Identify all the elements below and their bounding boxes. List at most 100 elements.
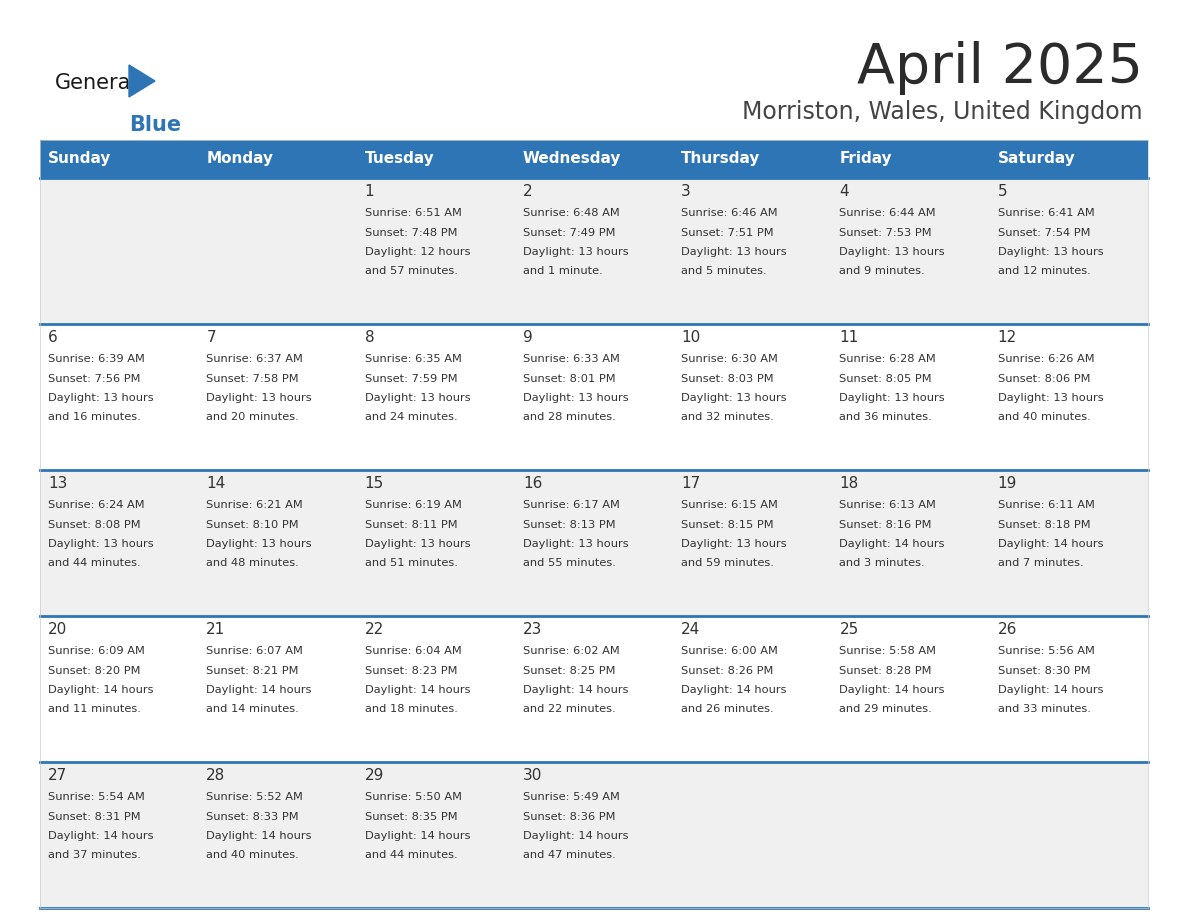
Text: and 1 minute.: and 1 minute. — [523, 266, 602, 276]
Text: Sunset: 7:51 PM: Sunset: 7:51 PM — [681, 228, 773, 238]
Text: Daylight: 14 hours: Daylight: 14 hours — [681, 685, 786, 695]
Text: 23: 23 — [523, 622, 542, 637]
Text: April 2025: April 2025 — [857, 41, 1143, 95]
Text: 9: 9 — [523, 330, 532, 345]
Text: Sunset: 8:33 PM: Sunset: 8:33 PM — [207, 812, 299, 822]
Text: Sunset: 8:25 PM: Sunset: 8:25 PM — [523, 666, 615, 676]
Text: Sunrise: 5:52 AM: Sunrise: 5:52 AM — [207, 792, 303, 802]
Text: Sunrise: 5:58 AM: Sunrise: 5:58 AM — [840, 646, 936, 656]
Text: Thursday: Thursday — [681, 151, 760, 166]
Text: General: General — [55, 73, 138, 93]
Text: 5: 5 — [998, 185, 1007, 199]
Text: Sunrise: 6:24 AM: Sunrise: 6:24 AM — [48, 500, 145, 510]
Text: Sunset: 8:28 PM: Sunset: 8:28 PM — [840, 666, 931, 676]
Text: Sunset: 8:06 PM: Sunset: 8:06 PM — [998, 374, 1091, 384]
Text: Daylight: 14 hours: Daylight: 14 hours — [840, 539, 944, 549]
Bar — [40, 178, 1148, 324]
Text: 26: 26 — [998, 622, 1017, 637]
Text: Sunrise: 6:00 AM: Sunrise: 6:00 AM — [681, 646, 778, 656]
Text: Morriston, Wales, United Kingdom: Morriston, Wales, United Kingdom — [742, 100, 1143, 124]
Text: and 24 minutes.: and 24 minutes. — [365, 412, 457, 422]
Text: and 57 minutes.: and 57 minutes. — [365, 266, 457, 276]
Text: Daylight: 14 hours: Daylight: 14 hours — [998, 685, 1104, 695]
Text: and 3 minutes.: and 3 minutes. — [840, 558, 925, 568]
Text: Sunrise: 6:04 AM: Sunrise: 6:04 AM — [365, 646, 461, 656]
Text: Daylight: 13 hours: Daylight: 13 hours — [365, 539, 470, 549]
Text: Sunset: 8:35 PM: Sunset: 8:35 PM — [365, 812, 457, 822]
Text: Sunrise: 6:30 AM: Sunrise: 6:30 AM — [681, 354, 778, 364]
Bar — [40, 140, 1148, 178]
Text: 11: 11 — [840, 330, 859, 345]
Text: Daylight: 13 hours: Daylight: 13 hours — [207, 539, 312, 549]
Text: Daylight: 13 hours: Daylight: 13 hours — [523, 539, 628, 549]
Text: and 20 minutes.: and 20 minutes. — [207, 412, 299, 422]
Text: Sunrise: 6:21 AM: Sunrise: 6:21 AM — [207, 500, 303, 510]
Text: Sunset: 8:26 PM: Sunset: 8:26 PM — [681, 666, 773, 676]
Text: 7: 7 — [207, 330, 216, 345]
Text: Sunset: 8:30 PM: Sunset: 8:30 PM — [998, 666, 1091, 676]
Text: 14: 14 — [207, 476, 226, 491]
Text: Sunset: 8:31 PM: Sunset: 8:31 PM — [48, 812, 140, 822]
Text: and 28 minutes.: and 28 minutes. — [523, 412, 615, 422]
Text: Sunset: 7:53 PM: Sunset: 7:53 PM — [840, 228, 933, 238]
Text: 13: 13 — [48, 476, 68, 491]
Text: Sunset: 7:54 PM: Sunset: 7:54 PM — [998, 228, 1091, 238]
Text: 29: 29 — [365, 768, 384, 783]
Text: Daylight: 13 hours: Daylight: 13 hours — [681, 393, 786, 403]
Text: 8: 8 — [365, 330, 374, 345]
Text: Daylight: 13 hours: Daylight: 13 hours — [523, 247, 628, 257]
Text: and 7 minutes.: and 7 minutes. — [998, 558, 1083, 568]
Text: Sunrise: 5:54 AM: Sunrise: 5:54 AM — [48, 792, 145, 802]
Text: Tuesday: Tuesday — [365, 151, 435, 166]
Text: Friday: Friday — [840, 151, 892, 166]
Text: Sunset: 8:18 PM: Sunset: 8:18 PM — [998, 520, 1091, 530]
Text: Daylight: 14 hours: Daylight: 14 hours — [207, 831, 311, 841]
Bar — [40, 470, 1148, 616]
Text: Sunset: 8:11 PM: Sunset: 8:11 PM — [365, 520, 457, 530]
Text: Daylight: 14 hours: Daylight: 14 hours — [998, 539, 1104, 549]
Text: Sunrise: 6:02 AM: Sunrise: 6:02 AM — [523, 646, 620, 656]
Text: Daylight: 13 hours: Daylight: 13 hours — [523, 393, 628, 403]
Text: Sunset: 7:48 PM: Sunset: 7:48 PM — [365, 228, 457, 238]
Text: Wednesday: Wednesday — [523, 151, 621, 166]
Text: 21: 21 — [207, 622, 226, 637]
Text: Sunrise: 6:09 AM: Sunrise: 6:09 AM — [48, 646, 145, 656]
Text: Sunrise: 6:28 AM: Sunrise: 6:28 AM — [840, 354, 936, 364]
Text: Daylight: 13 hours: Daylight: 13 hours — [48, 539, 153, 549]
Bar — [40, 616, 1148, 762]
Text: Sunset: 7:58 PM: Sunset: 7:58 PM — [207, 374, 299, 384]
Text: Sunrise: 6:26 AM: Sunrise: 6:26 AM — [998, 354, 1094, 364]
Text: 3: 3 — [681, 185, 691, 199]
Text: and 11 minutes.: and 11 minutes. — [48, 704, 141, 714]
Text: Daylight: 13 hours: Daylight: 13 hours — [681, 247, 786, 257]
Text: Sunrise: 6:51 AM: Sunrise: 6:51 AM — [365, 208, 461, 218]
Text: and 16 minutes.: and 16 minutes. — [48, 412, 140, 422]
Text: and 32 minutes.: and 32 minutes. — [681, 412, 773, 422]
Text: Saturday: Saturday — [998, 151, 1075, 166]
Text: Sunday: Sunday — [48, 151, 112, 166]
Text: 10: 10 — [681, 330, 701, 345]
Text: Sunset: 8:36 PM: Sunset: 8:36 PM — [523, 812, 615, 822]
Bar — [40, 762, 1148, 908]
Text: Sunset: 8:20 PM: Sunset: 8:20 PM — [48, 666, 140, 676]
Text: Sunset: 8:10 PM: Sunset: 8:10 PM — [207, 520, 299, 530]
Text: Sunrise: 6:44 AM: Sunrise: 6:44 AM — [840, 208, 936, 218]
Text: Sunset: 8:05 PM: Sunset: 8:05 PM — [840, 374, 933, 384]
Text: Sunset: 8:03 PM: Sunset: 8:03 PM — [681, 374, 773, 384]
Text: 16: 16 — [523, 476, 542, 491]
Text: Sunset: 8:13 PM: Sunset: 8:13 PM — [523, 520, 615, 530]
Text: Sunrise: 6:46 AM: Sunrise: 6:46 AM — [681, 208, 778, 218]
Text: 20: 20 — [48, 622, 68, 637]
Text: Daylight: 13 hours: Daylight: 13 hours — [998, 393, 1104, 403]
Text: Sunset: 8:01 PM: Sunset: 8:01 PM — [523, 374, 615, 384]
Text: 17: 17 — [681, 476, 701, 491]
Text: and 44 minutes.: and 44 minutes. — [365, 850, 457, 860]
Text: and 29 minutes.: and 29 minutes. — [840, 704, 933, 714]
Text: and 51 minutes.: and 51 minutes. — [365, 558, 457, 568]
Text: 18: 18 — [840, 476, 859, 491]
Text: Daylight: 13 hours: Daylight: 13 hours — [365, 393, 470, 403]
Text: 2: 2 — [523, 185, 532, 199]
Text: and 12 minutes.: and 12 minutes. — [998, 266, 1091, 276]
Text: Sunrise: 6:13 AM: Sunrise: 6:13 AM — [840, 500, 936, 510]
Text: and 40 minutes.: and 40 minutes. — [207, 850, 299, 860]
